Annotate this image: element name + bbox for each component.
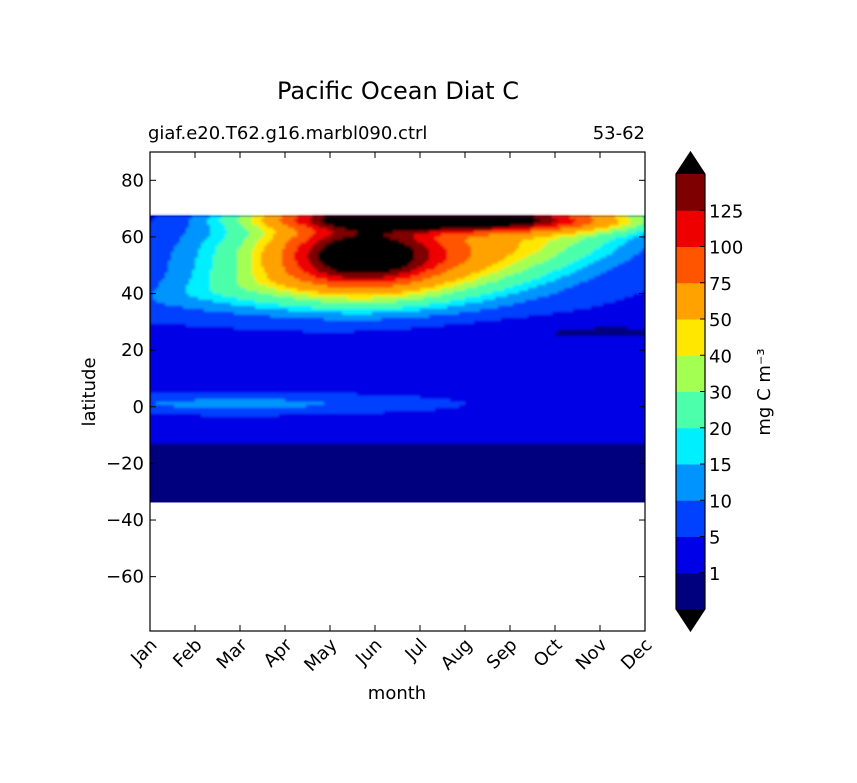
y-tick-label: 0: [133, 397, 144, 418]
colorbar-tick-label: 75: [709, 274, 732, 295]
y-tick-label: −60: [106, 567, 144, 588]
y-tick-label: 80: [121, 170, 144, 191]
x-tick-label: Dec: [617, 635, 656, 674]
x-tick-label: Feb: [169, 635, 206, 672]
colorbar-tick-label: 15: [709, 455, 732, 476]
colorbar-cell: [676, 282, 705, 320]
x-tick-label: Nov: [572, 634, 612, 674]
x-tick-label: Sep: [483, 635, 522, 674]
x-tick-label: May: [300, 634, 341, 675]
colorbar-tick-label: 5: [709, 528, 720, 549]
x-tick-label: Mar: [213, 634, 252, 673]
x-tick-label: Jul: [401, 635, 432, 666]
colorbar-tick-label: 20: [709, 419, 732, 440]
y-axis-label: latitude: [79, 357, 100, 426]
y-tick-label: 40: [121, 284, 144, 305]
contour-band-12: [318, 215, 540, 273]
colorbar-tick-label: 100: [709, 238, 743, 259]
chart-subtitle-years: 53-62: [593, 123, 645, 144]
colorbar-tick-label: 125: [709, 201, 743, 222]
colorbar-cell: [676, 500, 705, 537]
contour-field: [150, 215, 645, 503]
colorbar-cell: [676, 536, 705, 574]
y-tick-label: −20: [106, 453, 144, 474]
colorbar-tick-label: 30: [709, 383, 732, 404]
y-tick-label: 20: [121, 340, 144, 361]
x-axis-label: month: [368, 683, 426, 704]
y-tick-label: 60: [121, 227, 144, 248]
x-tick-label: Oct: [530, 635, 567, 672]
chart-subtitle-case: giaf.e20.T62.g16.marbl090.ctrl: [148, 123, 427, 144]
y-axis: 80 60 40 20 0 −20 −40 −60: [106, 170, 645, 588]
x-tick-label: Apr: [260, 634, 297, 671]
colorbar-cell: [676, 427, 705, 465]
colorbar-label: mg C m⁻³: [754, 348, 775, 435]
colorbar-extend-low: [676, 609, 705, 631]
colorbar-cell: [676, 246, 705, 284]
colorbar-outline: [675, 150, 706, 633]
x-tick-label: Aug: [437, 635, 477, 675]
colorbar-cell: [676, 572, 705, 610]
colorbar-tick-label: 40: [709, 346, 732, 367]
colorbar-tick-label: 50: [709, 310, 732, 331]
colorbar-tick-label: 10: [709, 491, 732, 512]
colorbar-cell: [676, 319, 705, 356]
y-tick-label: −40: [106, 510, 144, 531]
colorbar-cell: [676, 174, 705, 211]
plot-frame: [149, 151, 646, 632]
colorbar-cell: [676, 391, 705, 429]
colorbar-cell: [676, 210, 705, 247]
x-tick-label: Jun: [351, 635, 386, 670]
colorbar-extend-high: [676, 152, 705, 174]
colorbar-cell: [676, 464, 705, 501]
chart-title: Pacific Ocean Diat C: [277, 77, 519, 105]
colorbar-tick-label: 1: [709, 564, 720, 585]
colorbar-cell: [676, 355, 705, 392]
x-tick-label: Jan: [126, 635, 161, 670]
